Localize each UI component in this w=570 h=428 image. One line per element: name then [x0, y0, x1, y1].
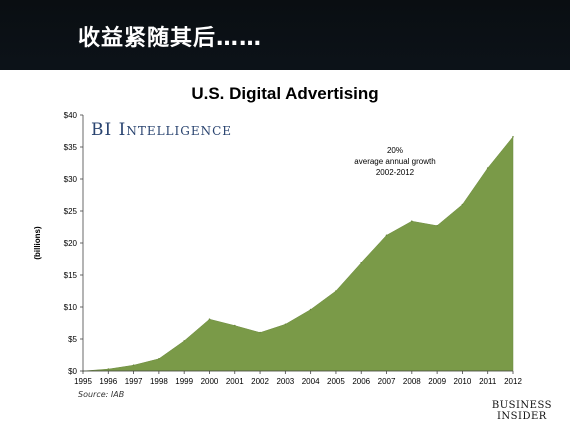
data-point-2010 — [461, 203, 464, 206]
growth-arrow — [265, 125, 500, 297]
data-point-2007 — [385, 234, 388, 237]
x-tick-label: 2002 — [251, 377, 269, 386]
data-point-1997 — [132, 364, 135, 367]
data-point-2000 — [208, 318, 211, 320]
annotation-line-2: average annual growth — [354, 157, 435, 166]
data-point-2002 — [259, 331, 261, 334]
logo-line-2: INSIDER — [496, 411, 547, 422]
data-point-2006 — [360, 262, 363, 264]
bi-intelligence-watermark: BI Intelligence — [91, 120, 232, 140]
x-tick-label: 2007 — [378, 377, 396, 386]
slide-title: 收益紧随其后…… — [78, 26, 263, 51]
x-tick-label: 1999 — [175, 377, 193, 386]
x-tick-label: 2000 — [201, 377, 219, 386]
logo-line-1: BUSINESS — [491, 400, 552, 411]
x-tick-label: 1998 — [150, 377, 168, 386]
x-tick-label: 2004 — [302, 377, 320, 386]
business-insider-logo: BUSINESS INSIDER — [492, 400, 552, 422]
x-tick-label: 2005 — [327, 377, 345, 386]
data-point-2003 — [284, 323, 287, 326]
y-tick-label: $10 — [64, 303, 78, 312]
data-point-2001 — [234, 324, 236, 327]
y-tick-label: $0 — [68, 367, 77, 376]
x-tick-label: 2003 — [276, 377, 294, 386]
data-point-1996 — [107, 368, 110, 370]
x-tick-label: 2012 — [504, 377, 522, 386]
annotation-line-1: 20% — [387, 146, 403, 155]
x-tick-label: 1996 — [99, 377, 117, 386]
annotation-line-3: 2002-2012 — [376, 168, 415, 177]
data-point-2005 — [335, 290, 337, 292]
x-tick-label: 2008 — [403, 377, 421, 386]
data-point-2012 — [512, 136, 514, 138]
x-tick-label: 1997 — [125, 377, 143, 386]
x-tick-label: 2010 — [454, 377, 472, 386]
y-axis-label: (billions) — [33, 226, 42, 260]
data-point-2004 — [309, 308, 312, 311]
data-point-2011 — [486, 167, 489, 169]
data-point-1999 — [183, 340, 185, 342]
y-tick-label: $15 — [64, 271, 78, 280]
y-tick-label: $25 — [64, 207, 78, 216]
x-tick-label: 2011 — [479, 377, 497, 386]
source-note: Source: IAB — [78, 390, 125, 399]
area-chart: U.S. Digital Advertising $0 $5 $10 $15 $20 $25… — [33, 84, 522, 386]
y-tick-label: $35 — [64, 143, 78, 152]
y-tick-label: $40 — [64, 111, 78, 120]
data-point-2009 — [436, 224, 438, 227]
area-series — [82, 136, 514, 372]
y-tick-label: $5 — [68, 335, 77, 344]
x-tick-label: 2006 — [352, 377, 370, 386]
chart-panel: U.S. Digital Advertising $0 $5 $10 $15 $20 $25… — [0, 70, 570, 428]
chart-title: U.S. Digital Advertising — [191, 84, 378, 103]
data-point-2008 — [411, 220, 413, 222]
x-tick-label: 2009 — [428, 377, 446, 386]
data-point-1998 — [158, 358, 160, 360]
y-tick-label: $20 — [64, 239, 78, 248]
x-tick-label: 1995 — [74, 377, 92, 386]
y-tick-label: $30 — [64, 175, 78, 184]
x-tick-label: 2001 — [226, 377, 244, 386]
